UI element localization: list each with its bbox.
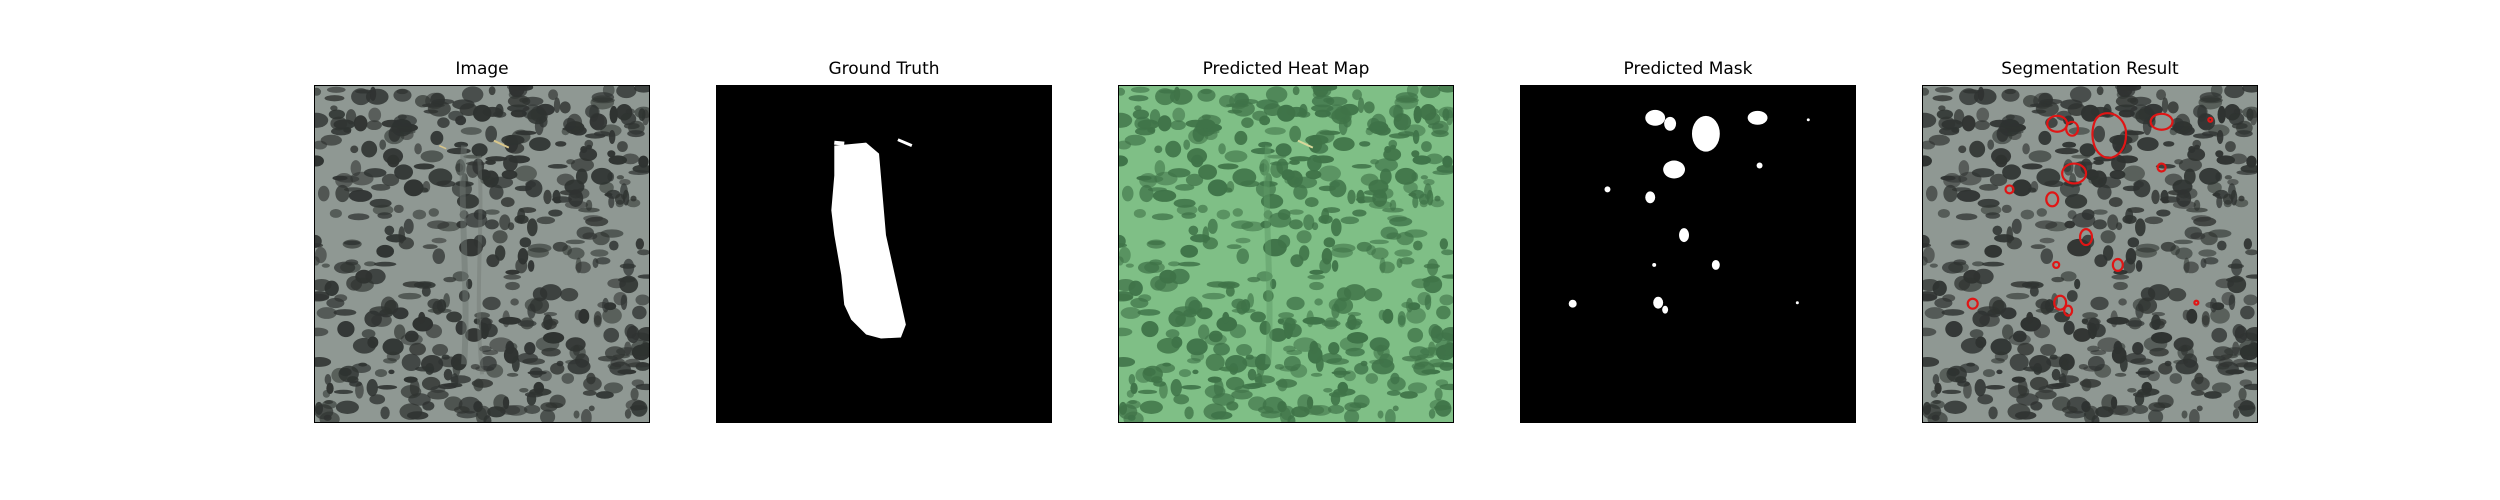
predicted-mask (1521, 86, 1855, 422)
panel-title-predicted-mask: Predicted Mask (1520, 58, 1856, 80)
predicted-mask-panel (1520, 85, 1856, 423)
panel-title-segmentation-result: Segmentation Result (1922, 58, 2258, 80)
image-texture (315, 86, 649, 422)
panel-title-predicted-heat-map: Predicted Heat Map (1118, 58, 1454, 80)
heat-map-panel (1118, 85, 1454, 423)
ground-truth-mask (717, 86, 1051, 422)
heat-map (1119, 86, 1453, 422)
segmentation-result-panel (1922, 85, 2258, 423)
ground-truth-panel (716, 85, 1052, 423)
image-panel (314, 85, 650, 423)
panel-title-image: Image (314, 58, 650, 80)
segmentation-overlay (1923, 86, 2257, 422)
panel-title-ground-truth: Ground Truth (716, 58, 1052, 80)
